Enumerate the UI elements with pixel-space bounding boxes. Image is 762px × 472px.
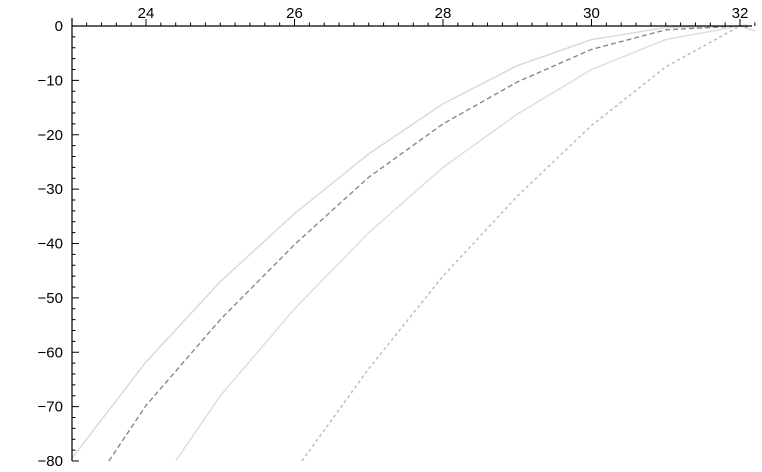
x-tick-label: 28	[435, 5, 452, 22]
x-tick-label: 26	[286, 5, 303, 22]
series-line-1	[72, 25, 756, 459]
y-tick-label: −10	[38, 72, 63, 89]
y-tick-label: −60	[38, 344, 63, 361]
series-line-4	[301, 25, 741, 462]
x-tick-label: 24	[138, 5, 155, 22]
series-line-2	[108, 25, 748, 462]
series-layer	[72, 24, 756, 462]
y-tick-label: −20	[38, 127, 63, 144]
y-tick-label: −50	[38, 290, 63, 307]
y-tick-label: 0	[55, 18, 63, 35]
series-line-3	[175, 24, 748, 462]
y-tick-label: −70	[38, 399, 63, 416]
axis-layer: 24 26 28 30 32 0 −10 −20 −30 −40 −50 −60 −70 −80	[38, 5, 756, 470]
x-tick-label: 32	[732, 5, 749, 22]
y-tick-label: −80	[38, 453, 63, 470]
y-tick-label: −30	[38, 181, 63, 198]
y-tick-label: −40	[38, 236, 63, 253]
x-tick-label: 30	[583, 5, 600, 22]
